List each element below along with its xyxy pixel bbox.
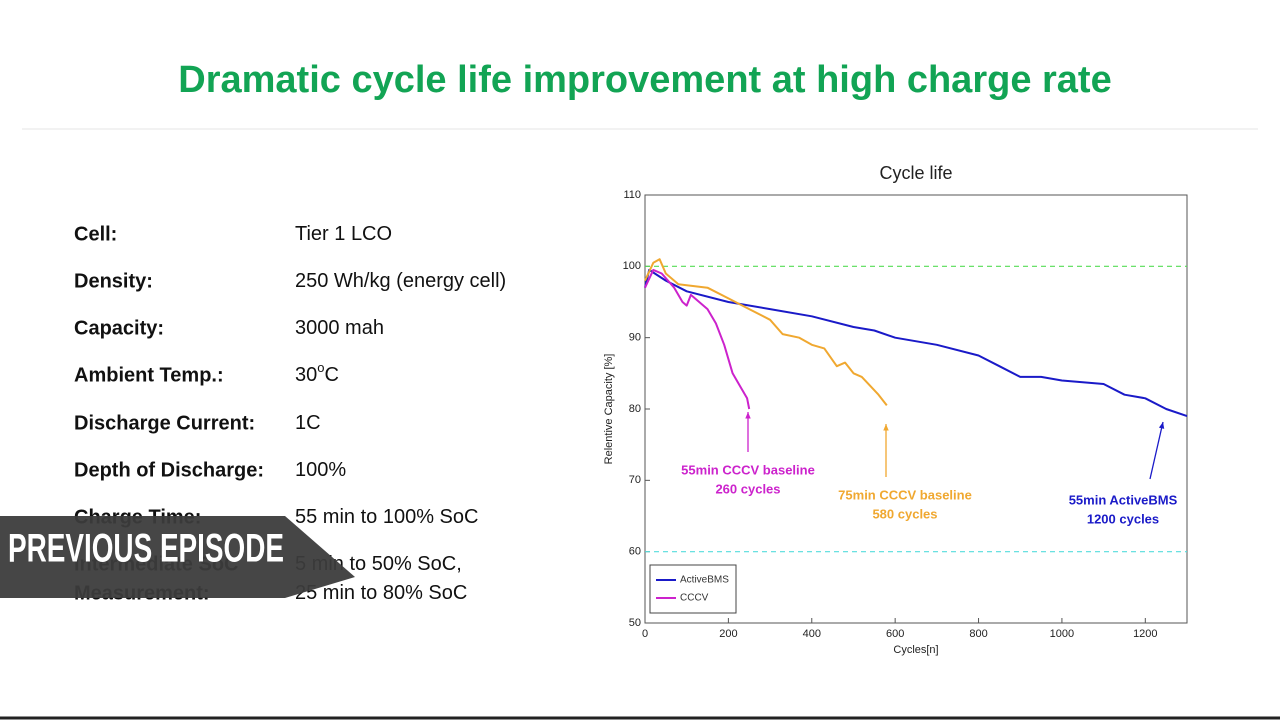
series-line xyxy=(644,268,751,410)
x-tick-label: 800 xyxy=(969,628,987,640)
annotation-text: 1200 cycles xyxy=(1087,511,1159,526)
spec-value-text: 25 min to 80% SoC xyxy=(295,582,467,604)
y-tick-label: 80 xyxy=(629,403,641,415)
banner: PREVIOUS EPISODE xyxy=(0,516,355,598)
spec-label: Depth of Discharge: xyxy=(74,459,264,481)
annotation-text: 260 cycles xyxy=(715,481,780,496)
x-tick-label: 200 xyxy=(719,628,737,640)
spec-label: Capacity: xyxy=(74,317,164,339)
legend-label: CCCV xyxy=(680,593,709,604)
spec-value-text: 3000 mah xyxy=(295,317,384,339)
spec-value-text: Tier 1 LCO xyxy=(295,223,392,245)
series-line xyxy=(644,258,888,407)
series-line xyxy=(644,268,1188,418)
annotation-text: 580 cycles xyxy=(872,506,937,521)
annotation-arrow xyxy=(1149,421,1164,480)
annotation-arrowhead xyxy=(745,412,751,419)
annotation-text: 75min CCCV baseline xyxy=(838,487,972,502)
annotation-arrowhead xyxy=(883,424,889,431)
spec-value: 1C xyxy=(295,412,321,434)
x-tick-label: 400 xyxy=(803,628,821,640)
x-tick-label: 1200 xyxy=(1133,628,1157,640)
y-axis-label: Relentive Capacity [%] xyxy=(603,354,615,465)
spec-value: 3000 mah xyxy=(295,317,384,339)
spec-value: Tier 1 LCO xyxy=(295,223,392,245)
spec-label: Cell: xyxy=(74,223,117,245)
chart: Cycle life Cycles[n] Relentive Capacity [%… xyxy=(603,163,1188,656)
legend-box xyxy=(649,564,737,614)
annotation-text: 55min ActiveBMS xyxy=(1069,492,1178,507)
spec-value: 100% xyxy=(295,459,346,481)
x-tick-label: 1000 xyxy=(1050,628,1074,640)
y-tick-label: 100 xyxy=(623,260,641,272)
spec-value: 25 min to 80% SoC xyxy=(295,582,467,604)
y-tick-label: 90 xyxy=(629,332,641,344)
x-tick-label: 0 xyxy=(642,628,648,640)
spec-value: 30oC xyxy=(295,360,339,386)
spec-value-text: 1C xyxy=(295,412,321,434)
spec-label: Discharge Current: xyxy=(74,412,255,434)
y-tick-label: 70 xyxy=(629,474,641,486)
spec-value-unit: C xyxy=(324,364,338,386)
y-tick-label: 110 xyxy=(623,189,641,201)
spec-value-sup: o xyxy=(317,360,324,375)
annotation-text: 55min CCCV baseline xyxy=(681,462,815,477)
spec-value: 250 Wh/kg (energy cell) xyxy=(295,270,506,292)
chart-title: Cycle life xyxy=(879,163,952,183)
x-tick-label: 600 xyxy=(886,628,904,640)
banner-shape xyxy=(0,516,355,598)
slide-title: Dramatic cycle life improvement at high … xyxy=(178,59,1111,101)
spec-label: Ambient Temp.: xyxy=(74,364,224,386)
spec-value-text: 100% xyxy=(295,459,346,481)
spec-value-text: 250 Wh/kg (energy cell) xyxy=(295,270,506,292)
plot-area xyxy=(644,194,1188,624)
banner-text: PREVIOUS EPISODE xyxy=(8,527,284,571)
legend-label: ActiveBMS xyxy=(680,575,729,586)
x-axis-label: Cycles[n] xyxy=(893,644,938,656)
spec-value-text: 30 xyxy=(295,364,317,386)
y-tick-label: 50 xyxy=(629,617,641,629)
y-tick-label: 60 xyxy=(629,546,641,558)
spec-value: 55 min to 100% SoC xyxy=(295,506,478,528)
spec-value-text: 55 min to 100% SoC xyxy=(295,506,478,528)
annotation-arrowhead xyxy=(1158,422,1165,429)
spec-label: Density: xyxy=(74,270,153,292)
